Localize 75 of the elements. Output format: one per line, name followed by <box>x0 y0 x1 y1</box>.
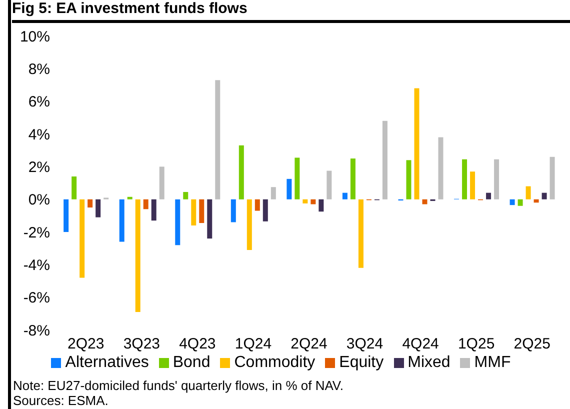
y-tick-label: 8% <box>28 60 50 78</box>
bar <box>72 176 77 200</box>
bar <box>151 199 156 221</box>
bar <box>438 137 444 200</box>
bar <box>318 199 324 212</box>
bar <box>310 199 316 204</box>
x-tick-label: 4Q24 <box>402 336 439 353</box>
bar <box>422 199 428 204</box>
x-tick-label: 2Q25 <box>514 336 550 353</box>
y-tick-label: -4% <box>23 256 50 274</box>
bar <box>159 166 164 200</box>
bar <box>175 199 180 246</box>
bar <box>191 199 196 226</box>
legend-label: Commodity <box>234 354 316 371</box>
legend-label: Equity <box>339 354 384 371</box>
bar <box>294 158 300 200</box>
bar <box>486 192 492 200</box>
source-note: Sources: ESMA. <box>13 393 108 408</box>
y-tick-label: -2% <box>23 224 50 242</box>
bar <box>143 199 148 210</box>
bar <box>64 199 69 232</box>
bar <box>183 192 188 200</box>
bar <box>215 80 220 200</box>
bar <box>342 192 348 200</box>
bar <box>462 159 468 200</box>
y-tick-label: 6% <box>28 94 50 111</box>
bar <box>414 88 420 200</box>
bar <box>238 145 244 200</box>
bar <box>96 199 101 218</box>
y-tick-label: -6% <box>23 290 50 307</box>
y-tick-label: 10% <box>20 28 50 46</box>
legend-label: MMF <box>474 354 511 371</box>
bar <box>518 199 523 206</box>
y-tick-label: 2% <box>28 158 50 176</box>
x-tick-label: 3Q24 <box>346 336 384 353</box>
legend-label: Bond <box>172 354 210 371</box>
bar <box>510 199 515 206</box>
y-tick-label: 0% <box>28 192 50 209</box>
bar <box>302 199 308 204</box>
bar <box>262 199 268 222</box>
bar <box>494 159 500 200</box>
chart-title: Fig 5: EA investment funds flows <box>12 0 570 23</box>
x-tick-label: 4Q23 <box>179 336 216 353</box>
bar <box>127 196 132 200</box>
bar <box>207 199 212 239</box>
bar <box>406 160 412 200</box>
bar <box>254 199 260 211</box>
legend-label: Alternatives <box>65 354 149 371</box>
bar <box>246 199 252 250</box>
bar <box>286 178 292 200</box>
bar <box>382 120 388 200</box>
text: Note: EU27-domiciled funds' quarterly flows, in % of NAV. <box>13 378 344 393</box>
y-tick-label: -8% <box>23 322 50 340</box>
bar <box>550 156 555 200</box>
bar <box>270 187 276 200</box>
x-tick-label: 2Q23 <box>68 336 104 353</box>
bar <box>526 186 531 200</box>
bar <box>80 199 85 278</box>
y-tick-label: 4% <box>28 126 50 144</box>
bar <box>470 172 476 200</box>
legend-label: Mixed <box>408 354 450 371</box>
x-tick-label: 1Q25 <box>458 336 495 353</box>
bar <box>350 158 356 200</box>
x-tick-label: 1Q24 <box>234 336 272 353</box>
bar <box>88 199 93 208</box>
bar <box>199 199 204 224</box>
x-tick-label: 3Q23 <box>123 336 160 353</box>
bar <box>326 170 332 200</box>
bar <box>119 199 124 242</box>
bar <box>230 199 236 222</box>
bar <box>135 199 140 312</box>
bar <box>534 199 539 203</box>
bar <box>358 199 364 268</box>
bar <box>542 192 547 200</box>
x-tick-label: 2Q24 <box>290 336 328 353</box>
